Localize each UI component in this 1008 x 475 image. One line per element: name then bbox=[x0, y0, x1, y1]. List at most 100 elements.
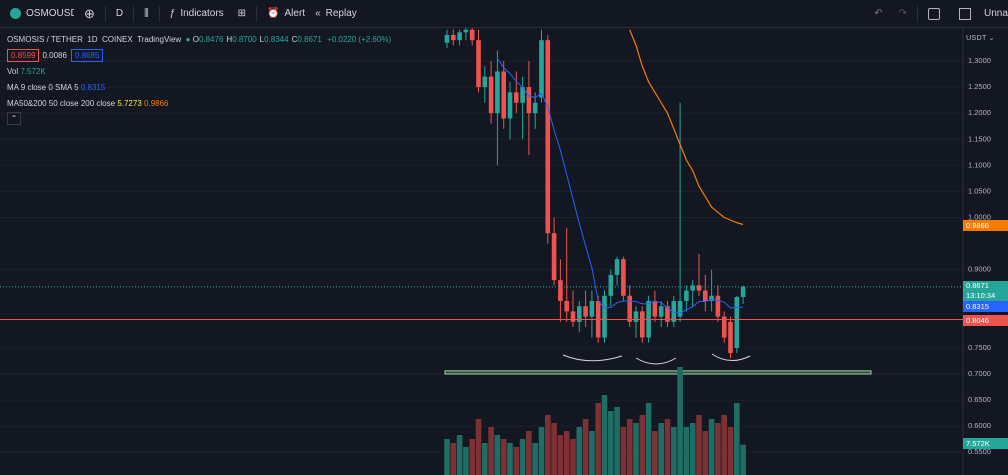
separator bbox=[104, 5, 106, 22]
ohlc-key: C bbox=[291, 35, 298, 44]
candle-body bbox=[621, 259, 626, 296]
symbol-button[interactable]: OSMOUSDT bbox=[10, 8, 74, 19]
volume-bar bbox=[557, 435, 564, 475]
chart: 1.3000 1.2500 1.2000 1.1500 1.1000 1.0500 1.00… bbox=[0, 28, 991, 475]
candle-body bbox=[671, 300, 677, 322]
volume-bar bbox=[683, 427, 690, 475]
candle-body bbox=[532, 102, 538, 114]
volume-bar bbox=[582, 419, 589, 475]
candle-body bbox=[684, 290, 689, 301]
candle-body bbox=[463, 29, 469, 33]
ma9-axis-label: 0.8315 bbox=[963, 301, 1008, 312]
volume-bar bbox=[551, 423, 557, 475]
undo-button[interactable]: ↶ bbox=[874, 8, 883, 19]
ma9-value: 0.8315 bbox=[80, 83, 106, 92]
volume-bar bbox=[645, 403, 652, 475]
chart-type-button[interactable]: ⫼ bbox=[144, 8, 149, 19]
hline-value: 0.8046 bbox=[966, 316, 989, 325]
volume-bar bbox=[519, 439, 526, 475]
volume-bar bbox=[715, 423, 721, 475]
separator bbox=[917, 5, 918, 22]
candle-body bbox=[570, 311, 576, 322]
volume-bar bbox=[463, 447, 469, 475]
candle-body bbox=[703, 290, 708, 301]
ohlc: O0.8476 H0.8700 L0.8344 C0.8671 bbox=[193, 35, 325, 44]
volume-bar bbox=[734, 403, 740, 475]
plot-area bbox=[0, 28, 963, 475]
buy-price[interactable]: 0.8685 bbox=[70, 49, 104, 62]
volume-bar bbox=[689, 423, 696, 475]
ohlc-value: 0.8344 bbox=[264, 35, 289, 44]
candle-body bbox=[583, 306, 588, 317]
replay-button[interactable]: «Replay bbox=[315, 8, 357, 19]
ohlc-value: 0.8671 bbox=[297, 35, 322, 44]
candle-body bbox=[627, 295, 632, 322]
candle-body bbox=[633, 311, 639, 322]
add-symbol[interactable]: ⊕ bbox=[84, 5, 95, 21]
indicators: Indicators bbox=[180, 8, 224, 19]
candle-body bbox=[501, 71, 506, 119]
volume-bar bbox=[652, 431, 658, 475]
currency: USDT bbox=[966, 33, 987, 42]
candle-body bbox=[740, 286, 746, 298]
countdown: 13:10:34 bbox=[966, 291, 996, 300]
y-tick-label: 1.2500 bbox=[968, 82, 991, 91]
volume-bar bbox=[708, 419, 715, 475]
symbol: OSMOUSDT bbox=[26, 8, 74, 19]
last-price: 0.8671 bbox=[966, 281, 989, 290]
vol-value: 7.572K bbox=[20, 67, 46, 76]
alert-button[interactable]: ⏰ Alert bbox=[267, 8, 306, 19]
candle-body bbox=[640, 311, 645, 338]
volume-bar bbox=[608, 411, 614, 475]
candle-body bbox=[696, 285, 702, 291]
vol-label: Vol bbox=[7, 67, 19, 76]
volume-axis-label: 7.572K bbox=[963, 438, 1008, 449]
redo-button[interactable]: ↷ bbox=[898, 8, 907, 19]
candle-body bbox=[558, 280, 563, 301]
currency-label: USDT ⌄ bbox=[966, 33, 995, 42]
layout-button[interactable]: Unnam bbox=[928, 7, 1008, 20]
candle-body bbox=[514, 92, 519, 103]
y-tick-label: 0.7000 bbox=[968, 369, 991, 378]
volume-bar bbox=[444, 439, 450, 475]
candle-body bbox=[728, 321, 733, 354]
ma200-value: 0.9866 bbox=[144, 99, 169, 108]
interval-button[interactable]: D bbox=[116, 8, 123, 19]
ma200-line bbox=[629, 29, 744, 226]
collapse-button[interactable]: ⌃ bbox=[7, 112, 21, 125]
volume-bar bbox=[456, 435, 463, 475]
y-tick-label: 0.7500 bbox=[968, 343, 991, 352]
source: TradingView bbox=[137, 35, 182, 44]
candle-body bbox=[469, 29, 475, 41]
templates-button[interactable]: ⊞ bbox=[237, 8, 247, 19]
y-tick-label: 1.0500 bbox=[968, 186, 991, 195]
indicators-button[interactable]: ƒ Indicators bbox=[169, 8, 224, 19]
candle-body bbox=[734, 297, 740, 348]
exchange: COINEX bbox=[102, 35, 133, 44]
trade-row: 0.8599 0.0086 0.8685 bbox=[7, 48, 391, 64]
legend-title-row: OSMOSIS / TETHER 1D COINEX TradingView ●… bbox=[7, 35, 392, 44]
legend: OSMOSIS / TETHER 1D COINEX TradingView ●… bbox=[7, 32, 391, 125]
candle-body bbox=[444, 34, 450, 43]
sell-price[interactable]: 0.8599 bbox=[7, 49, 40, 62]
volume-bar bbox=[664, 419, 671, 475]
ma-label: MA50&200 50 close 200 close bbox=[7, 99, 116, 108]
volume-bar bbox=[589, 431, 595, 475]
volume-bar bbox=[507, 443, 513, 475]
volume-bar bbox=[671, 427, 677, 475]
annotation-arc bbox=[562, 354, 623, 362]
volume-bar bbox=[482, 443, 488, 475]
volume-bar bbox=[475, 419, 482, 475]
volume-bar bbox=[469, 439, 475, 475]
volume-bar bbox=[696, 415, 702, 475]
ma9-line bbox=[496, 58, 744, 314]
candle-body bbox=[451, 34, 456, 41]
candle-body bbox=[709, 295, 714, 301]
candle-body bbox=[602, 295, 607, 338]
timeframe: 1D bbox=[87, 35, 98, 44]
annotation-arc bbox=[635, 357, 677, 365]
volume-row: Vol 7.572K bbox=[7, 64, 391, 80]
ma-row: MA50&200 50 close 200 close 5.7273 0.986… bbox=[7, 96, 391, 112]
candle-body bbox=[721, 316, 727, 338]
